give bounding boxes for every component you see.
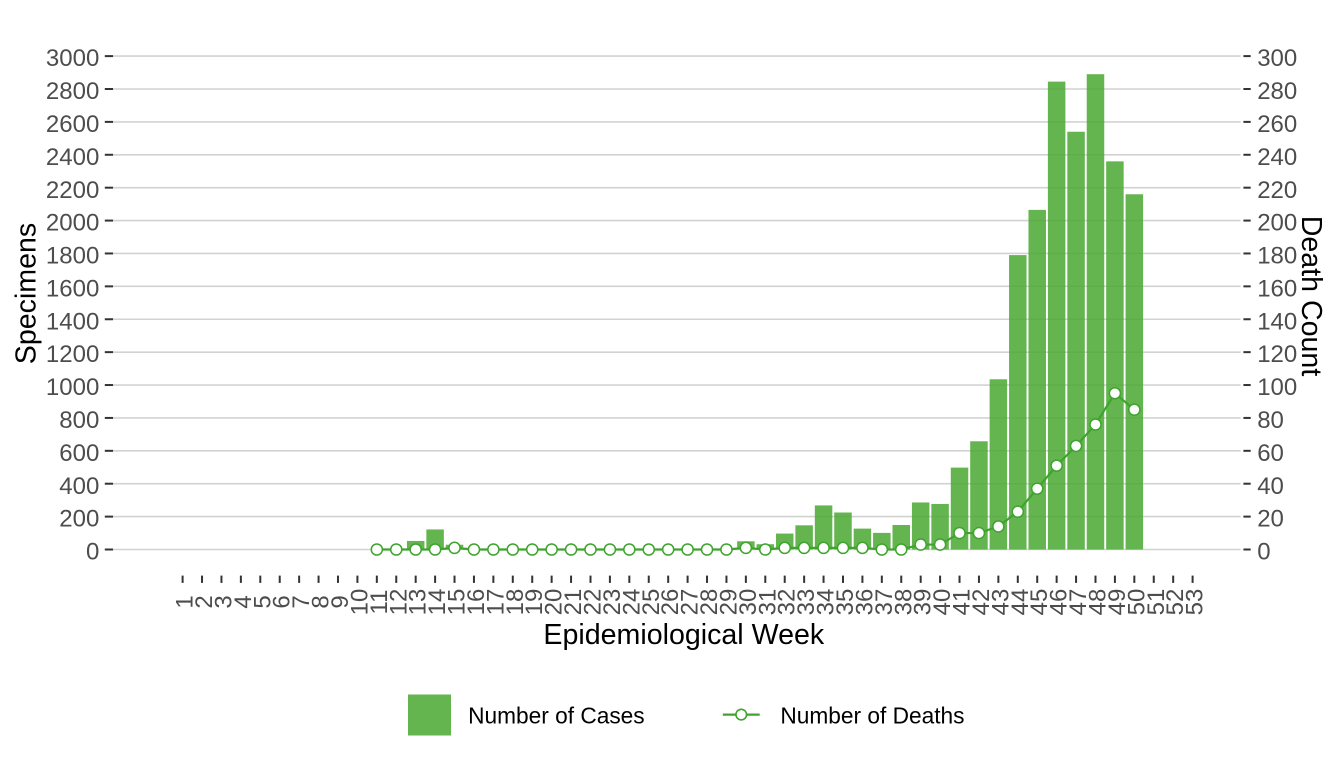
svg-text:Epidemiological Week: Epidemiological Week [543, 619, 824, 651]
svg-text:22: 22 [579, 589, 606, 616]
svg-text:6: 6 [269, 595, 296, 608]
svg-text:51: 51 [1143, 589, 1170, 616]
svg-text:60: 60 [1257, 440, 1284, 467]
svg-text:1400: 1400 [46, 308, 99, 335]
svg-text:Specimens: Specimens [11, 223, 43, 364]
svg-text:46: 46 [1046, 589, 1073, 616]
svg-text:400: 400 [59, 473, 99, 500]
svg-text:47: 47 [1065, 589, 1092, 616]
svg-text:37: 37 [871, 589, 898, 616]
svg-text:41: 41 [949, 589, 976, 616]
svg-text:21: 21 [560, 589, 587, 616]
svg-text:45: 45 [1026, 589, 1053, 616]
svg-text:280: 280 [1257, 78, 1297, 105]
svg-text:1: 1 [172, 595, 199, 608]
svg-text:28: 28 [696, 589, 723, 616]
svg-text:42: 42 [968, 589, 995, 616]
svg-text:200: 200 [1257, 210, 1297, 237]
svg-text:160: 160 [1257, 275, 1297, 302]
svg-text:40: 40 [1257, 473, 1284, 500]
svg-text:240: 240 [1257, 144, 1297, 171]
svg-text:600: 600 [59, 440, 99, 467]
svg-text:Number of Deaths: Number of Deaths [780, 702, 964, 728]
svg-text:35: 35 [832, 589, 859, 616]
svg-text:0: 0 [86, 539, 99, 566]
svg-text:48: 48 [1084, 589, 1111, 616]
svg-text:260: 260 [1257, 111, 1297, 138]
svg-text:34: 34 [813, 589, 840, 616]
svg-text:800: 800 [59, 407, 99, 434]
svg-text:24: 24 [618, 589, 645, 616]
svg-text:2000: 2000 [46, 210, 99, 237]
svg-text:19: 19 [521, 589, 548, 616]
svg-text:220: 220 [1257, 177, 1297, 204]
svg-text:Death Count: Death Count [1295, 216, 1327, 377]
svg-text:25: 25 [638, 589, 665, 616]
svg-text:50: 50 [1123, 589, 1150, 616]
svg-text:31: 31 [754, 589, 781, 616]
svg-text:40: 40 [929, 589, 956, 616]
svg-text:44: 44 [1007, 589, 1034, 616]
svg-text:20: 20 [541, 589, 568, 616]
svg-text:27: 27 [677, 589, 704, 616]
svg-text:0: 0 [1257, 539, 1270, 566]
svg-text:Number of Cases: Number of Cases [468, 702, 645, 728]
svg-text:2800: 2800 [46, 78, 99, 105]
svg-text:23: 23 [599, 589, 626, 616]
svg-text:32: 32 [774, 589, 801, 616]
svg-text:16: 16 [463, 589, 490, 616]
svg-text:53: 53 [1182, 589, 1209, 616]
svg-text:2400: 2400 [46, 144, 99, 171]
svg-text:49: 49 [1104, 589, 1131, 616]
svg-text:20: 20 [1257, 506, 1284, 533]
svg-text:1600: 1600 [46, 275, 99, 302]
svg-text:200: 200 [59, 506, 99, 533]
svg-text:8: 8 [308, 595, 335, 608]
svg-text:14: 14 [424, 589, 451, 616]
svg-text:33: 33 [793, 589, 820, 616]
svg-text:4: 4 [230, 595, 257, 608]
svg-text:39: 39 [910, 589, 937, 616]
svg-text:12: 12 [385, 589, 412, 616]
svg-text:9: 9 [327, 595, 354, 608]
svg-text:100: 100 [1257, 374, 1297, 401]
svg-text:300: 300 [1257, 45, 1297, 72]
svg-text:17: 17 [482, 589, 509, 616]
svg-text:3000: 3000 [46, 45, 99, 72]
svg-text:26: 26 [657, 589, 684, 616]
svg-text:38: 38 [890, 589, 917, 616]
svg-text:2200: 2200 [46, 177, 99, 204]
svg-text:18: 18 [502, 589, 529, 616]
svg-text:180: 180 [1257, 243, 1297, 270]
svg-text:1000: 1000 [46, 374, 99, 401]
svg-text:11: 11 [366, 590, 393, 615]
svg-text:13: 13 [405, 589, 432, 616]
svg-text:5: 5 [249, 595, 276, 608]
svg-text:3: 3 [210, 595, 237, 608]
svg-text:43: 43 [987, 589, 1014, 616]
svg-text:140: 140 [1257, 308, 1297, 335]
svg-text:1800: 1800 [46, 243, 99, 270]
svg-text:7: 7 [288, 595, 315, 608]
svg-text:29: 29 [715, 589, 742, 616]
svg-text:1200: 1200 [46, 341, 99, 368]
svg-text:30: 30 [735, 589, 762, 616]
svg-text:10: 10 [346, 589, 373, 616]
svg-text:36: 36 [851, 589, 878, 616]
svg-text:80: 80 [1257, 407, 1284, 434]
svg-text:2: 2 [191, 595, 218, 608]
svg-text:2600: 2600 [46, 111, 99, 138]
svg-text:15: 15 [444, 589, 471, 616]
svg-text:52: 52 [1162, 589, 1189, 616]
svg-text:120: 120 [1257, 341, 1297, 368]
